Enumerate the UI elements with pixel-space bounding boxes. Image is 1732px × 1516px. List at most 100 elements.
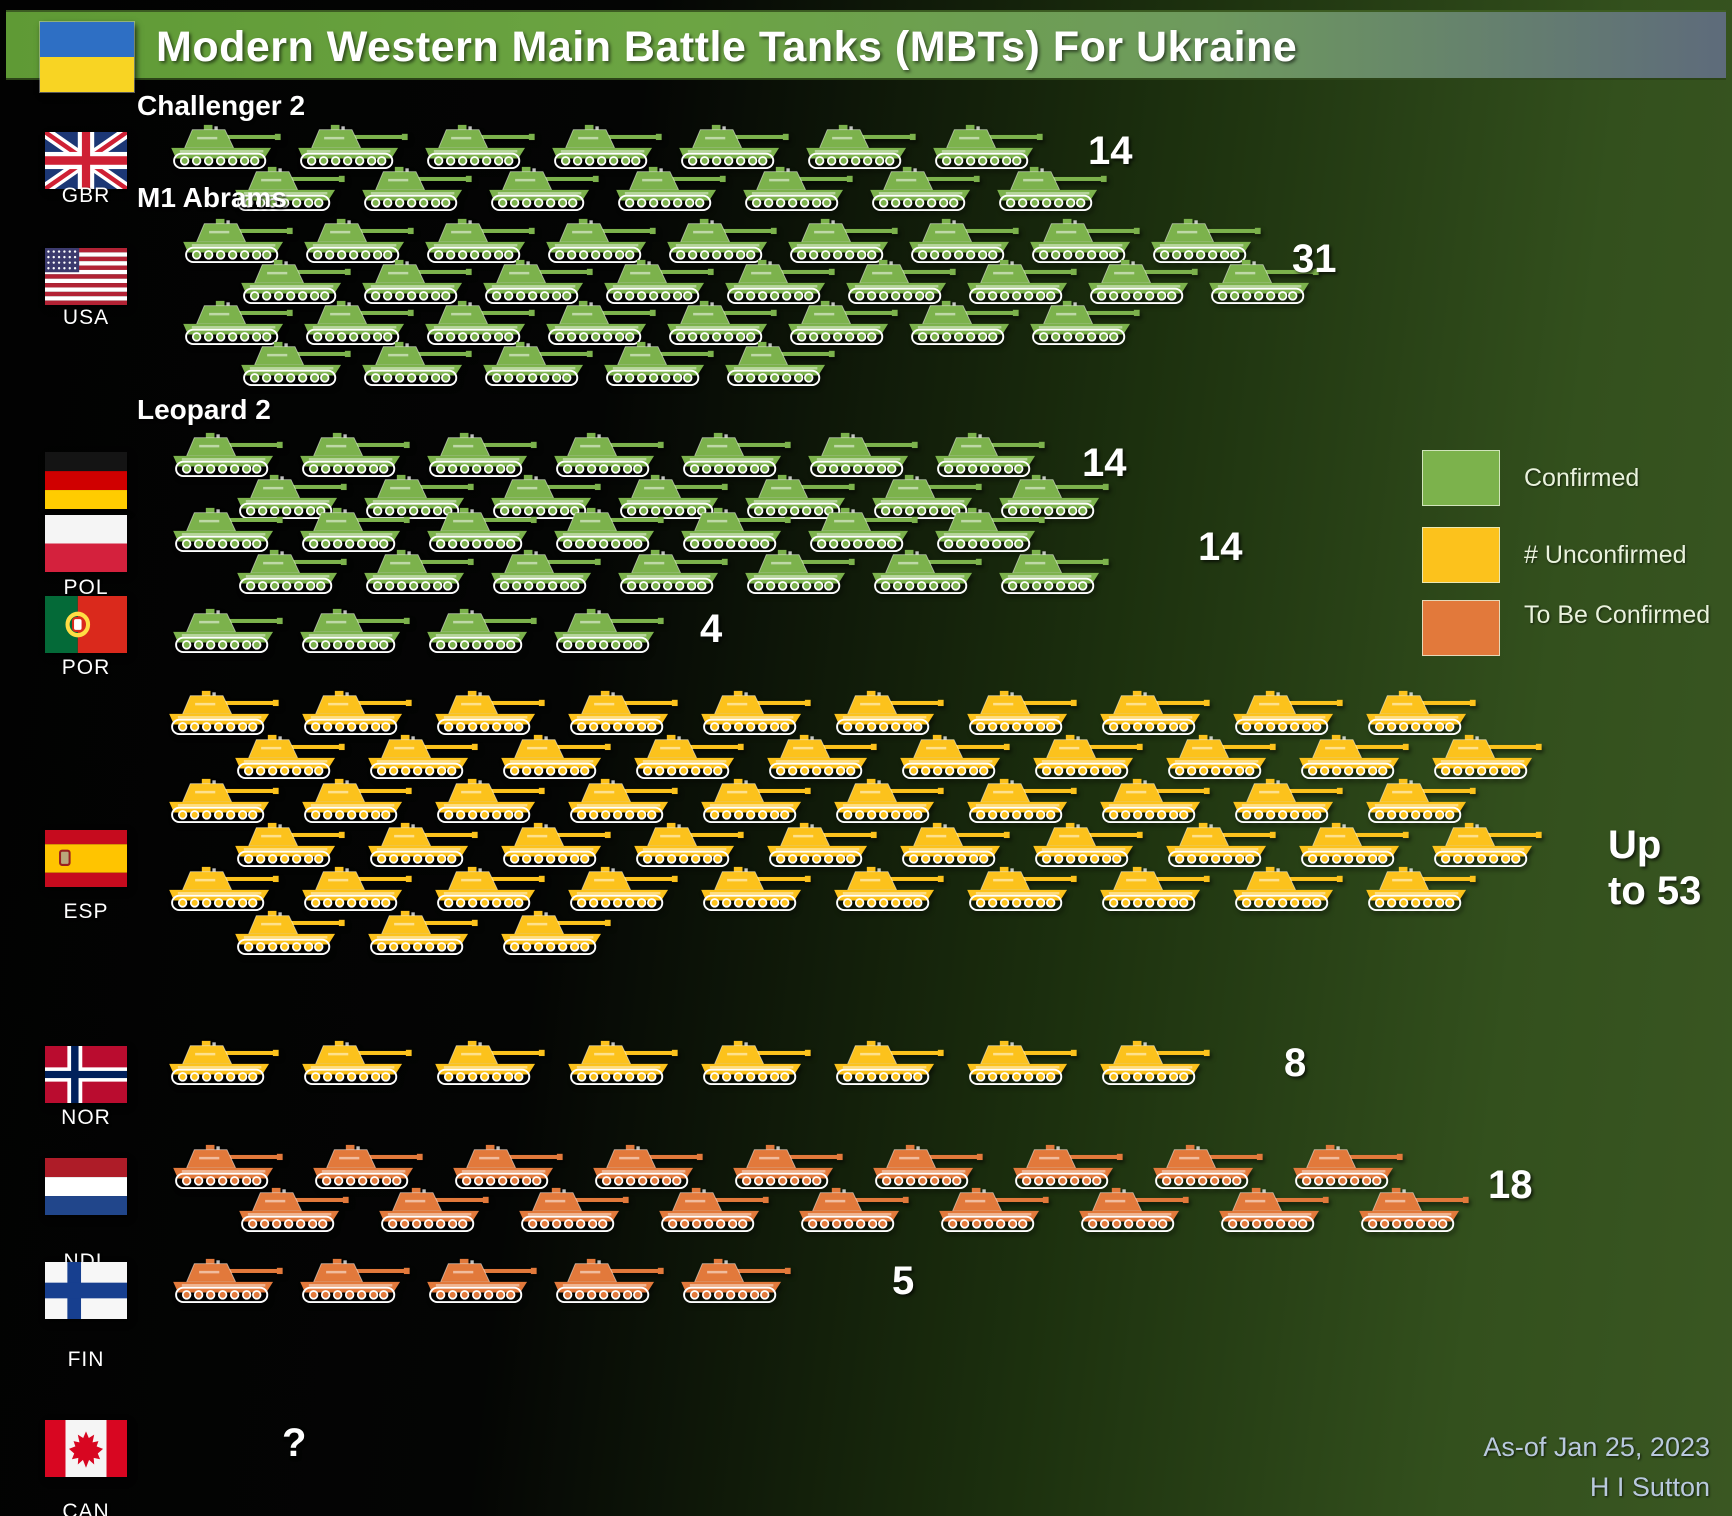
tank-icon (1222, 776, 1350, 824)
tank-icon (543, 430, 671, 478)
tank-icon (414, 298, 542, 346)
fin-flag-icon (45, 1262, 127, 1319)
tank-type-label-gbr: Challenger 2 (137, 90, 306, 121)
tank-icon (861, 472, 989, 520)
tank-icon (988, 547, 1116, 595)
count-label-nor: 8 (1284, 1041, 1307, 1085)
tank-icon (1421, 820, 1549, 868)
tank-icon (293, 298, 421, 346)
tank-icon (986, 164, 1114, 212)
ukraine-flag-icon (39, 21, 135, 93)
count-label-usa: 31 (1292, 237, 1337, 281)
tank-icon (1288, 732, 1416, 780)
tank-icon (557, 1038, 685, 1086)
count-label-gbr: 14 (1088, 129, 1133, 173)
legend-label-confirmed: Confirmed (1524, 464, 1640, 492)
tank-icon (898, 298, 1026, 346)
tank-icon (988, 472, 1116, 520)
tank-icon (289, 430, 417, 478)
tank-icon (795, 122, 923, 170)
tank-icon (777, 298, 905, 346)
tank-icon (442, 1142, 570, 1190)
tank-icon (1019, 216, 1147, 264)
tank-icon (224, 820, 352, 868)
usa-flag-icon (45, 248, 127, 305)
country-code-por: POR (61, 656, 111, 679)
tank-icon (478, 164, 606, 212)
tank-icon (228, 1185, 356, 1233)
count-label-ger: 14 (1082, 441, 1127, 485)
tank-icon (291, 864, 419, 912)
tank-icon (861, 547, 989, 595)
tank-icon (480, 472, 608, 520)
tank-icon (1222, 688, 1350, 736)
tank-icon (351, 339, 479, 387)
tank-icon (1155, 820, 1283, 868)
tank-type-label-ger: Leopard 2 (137, 394, 271, 425)
tank-icon (1022, 732, 1150, 780)
count-label-pol: 14 (1198, 525, 1243, 569)
tank-icon (162, 430, 290, 478)
tank-type-label-usa: M1 Abrams (137, 182, 287, 213)
tank-icon (368, 1185, 496, 1233)
tank-icon (357, 908, 485, 956)
tank-icon (670, 505, 798, 553)
tank-icon (823, 688, 951, 736)
tank-icon (557, 688, 685, 736)
por-flag-icon (45, 596, 127, 653)
tank-icon (291, 688, 419, 736)
count-label-fin: 5 (892, 1259, 915, 1303)
tank-icon (230, 339, 358, 387)
tank-icon (1155, 732, 1283, 780)
tank-icon (416, 606, 544, 654)
tank-icon (1208, 1185, 1336, 1233)
tank-icon (922, 122, 1050, 170)
tank-icon (1288, 820, 1416, 868)
tank-icon (289, 505, 417, 553)
tank-icon (557, 776, 685, 824)
tank-icon (889, 820, 1017, 868)
count-label-esp: Up to 53 (1608, 823, 1702, 913)
esp-flag-icon (45, 830, 127, 887)
tank-icon (351, 257, 479, 305)
tank-icon (1355, 864, 1483, 912)
tank-icon (424, 864, 552, 912)
tank-icon (224, 908, 352, 956)
tank-icon (656, 216, 784, 264)
tank-icon (898, 216, 1026, 264)
tank-icon (593, 339, 721, 387)
tank-icon (690, 1038, 818, 1086)
tank-icon (480, 547, 608, 595)
tank-icon (607, 547, 735, 595)
tank-icon (956, 1038, 1084, 1086)
tank-icon (1142, 1142, 1270, 1190)
tank-icon (353, 547, 481, 595)
tank-icon (557, 864, 685, 912)
tank-icon (158, 776, 286, 824)
tank-icon (1282, 1142, 1410, 1190)
pol-flag-icon (45, 515, 127, 572)
tank-icon (543, 606, 671, 654)
tank-icon (670, 430, 798, 478)
nor-flag-icon (45, 1046, 127, 1103)
tank-icon (1140, 216, 1268, 264)
tank-icon (690, 688, 818, 736)
tank-icon (172, 216, 300, 264)
tank-icon (928, 1185, 1056, 1233)
tank-icon (668, 122, 796, 170)
tank-icon (1002, 1142, 1130, 1190)
tank-icon (859, 164, 987, 212)
tank-icon (889, 732, 1017, 780)
tank-icon (416, 505, 544, 553)
count-label-can: ? (282, 1421, 307, 1465)
author-credit: H I Sutton (1589, 1472, 1710, 1502)
tank-icon (287, 122, 415, 170)
tank-icon (158, 864, 286, 912)
tank-icon (162, 606, 290, 654)
tank-icon (158, 688, 286, 736)
tank-icon (1198, 257, 1326, 305)
tank-icon (1022, 820, 1150, 868)
tank-icon (1089, 1038, 1217, 1086)
tank-icon (416, 430, 544, 478)
tank-icon (1222, 864, 1350, 912)
